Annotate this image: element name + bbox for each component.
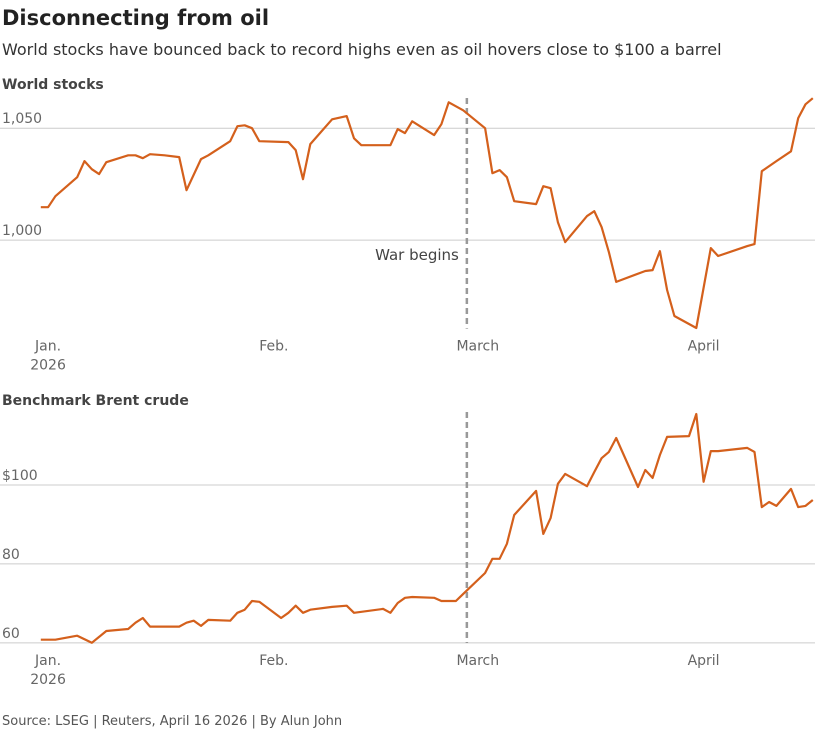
x-year-label: 2026 (30, 672, 66, 688)
x-tick-label: Feb. (259, 653, 288, 669)
chart-subtitle: World stocks have bounced back to record… (2, 40, 722, 59)
y-tick-label: 1,000 (2, 223, 42, 239)
source: Source: LSEG | Reuters, April 16 2026 | … (2, 714, 342, 729)
x-year-label: 2026 (30, 358, 66, 374)
x-tick-label: March (456, 339, 499, 355)
x-tick-label: Jan. (34, 653, 61, 669)
x-tick-label: April (688, 653, 720, 669)
x-tick-label: Jan. (34, 339, 61, 355)
annotation-label: War begins (375, 246, 459, 264)
y-tick-label: $100 (2, 468, 38, 484)
x-tick-label: March (456, 653, 499, 669)
y-tick-label: 1,050 (2, 111, 42, 127)
line (40, 412, 814, 644)
x-tick-label: April (688, 339, 720, 355)
y-tick-label: 60 (2, 626, 20, 642)
line (40, 97, 814, 330)
x-tick-label: Feb. (259, 339, 288, 355)
panel-title: World stocks (2, 77, 104, 93)
panel-title: Benchmark Brent crude (2, 393, 189, 409)
y-tick-label: 80 (2, 547, 20, 563)
chart-title: Disconnecting from oil (2, 6, 269, 30)
